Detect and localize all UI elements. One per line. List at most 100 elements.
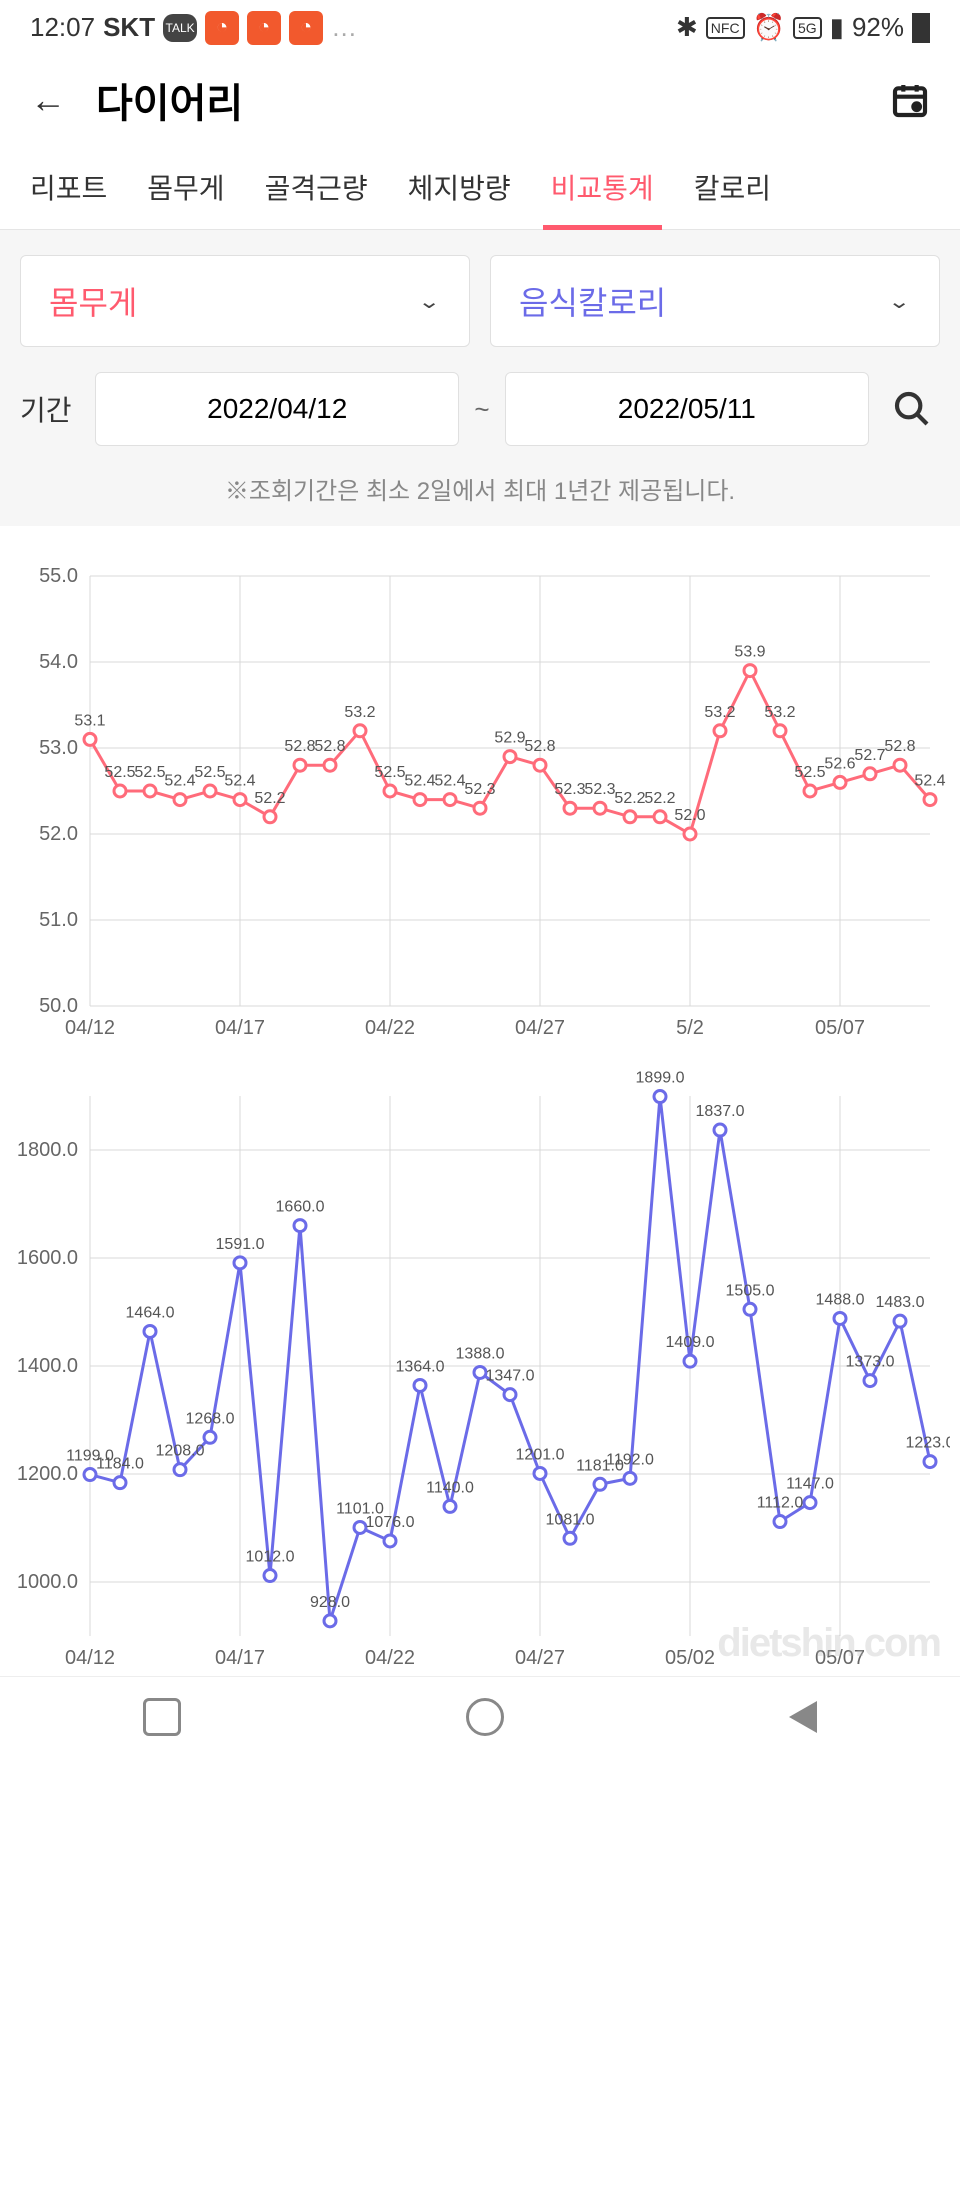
svg-text:04/12: 04/12 [65, 1647, 115, 1669]
talk-icon: TALK [163, 14, 197, 42]
svg-text:52.5: 52.5 [374, 764, 405, 781]
svg-text:52.3: 52.3 [584, 781, 615, 798]
svg-text:52.9: 52.9 [494, 730, 525, 747]
status-carrier: SKT [103, 12, 155, 43]
svg-text:1483.0: 1483.0 [876, 1294, 925, 1311]
svg-text:52.4: 52.4 [914, 773, 945, 790]
svg-text:1591.0: 1591.0 [216, 1236, 265, 1253]
svg-text:1112.0: 1112.0 [757, 1495, 804, 1512]
svg-text:1012.0: 1012.0 [246, 1549, 295, 1566]
period-label: 기간 [20, 389, 80, 429]
svg-text:04/27: 04/27 [515, 1647, 565, 1669]
metric-selector-right[interactable]: 음식칼로리 ⌄ [490, 255, 940, 347]
tab-3[interactable]: 체지방량 [388, 145, 531, 229]
nfc-icon: NFC [706, 17, 745, 39]
calendar-icon[interactable] [890, 80, 930, 120]
metric-selector-left[interactable]: 몸무게 ⌄ [20, 255, 470, 347]
tab-bar: 리포트몸무게골격근량체지방량비교통계칼로리 [0, 145, 960, 230]
svg-text:1200.0: 1200.0 [17, 1463, 78, 1485]
tab-2[interactable]: 골격근량 [245, 145, 388, 229]
svg-text:04/12: 04/12 [65, 1017, 115, 1039]
svg-text:52.2: 52.2 [644, 790, 675, 807]
tab-4[interactable]: 비교통계 [531, 145, 674, 229]
svg-text:05/07: 05/07 [815, 1017, 865, 1039]
svg-text:05/02: 05/02 [665, 1647, 715, 1669]
svg-text:53.2: 53.2 [764, 704, 795, 721]
signal-icon: ▮ [830, 12, 844, 43]
svg-text:1388.0: 1388.0 [456, 1345, 505, 1362]
svg-text:52.2: 52.2 [254, 790, 285, 807]
svg-text:1364.0: 1364.0 [396, 1358, 445, 1375]
svg-text:52.8: 52.8 [884, 738, 915, 755]
svg-text:53.2: 53.2 [704, 704, 735, 721]
weight-chart: 04/1204/1704/2204/275/205/0755.054.053.0… [0, 526, 960, 1046]
nav-back-button[interactable] [789, 1701, 817, 1733]
svg-text:52.7: 52.7 [854, 747, 885, 764]
svg-text:52.8: 52.8 [524, 738, 555, 755]
svg-text:52.5: 52.5 [194, 764, 225, 781]
svg-text:1223.0: 1223.0 [906, 1435, 955, 1452]
nav-home-button[interactable] [466, 1698, 504, 1736]
svg-text:53.2: 53.2 [344, 704, 375, 721]
svg-text:04/22: 04/22 [365, 1017, 415, 1039]
svg-text:1373.0: 1373.0 [846, 1354, 895, 1371]
svg-text:1600.0: 1600.0 [17, 1247, 78, 1269]
svg-text:1899.0: 1899.0 [636, 1070, 685, 1087]
svg-text:53.9: 53.9 [734, 644, 765, 661]
svg-text:04/27: 04/27 [515, 1017, 565, 1039]
svg-text:52.0: 52.0 [39, 823, 78, 845]
svg-text:04/17: 04/17 [215, 1017, 265, 1039]
back-button[interactable]: ← [30, 79, 66, 121]
nav-recent-button[interactable] [143, 1698, 181, 1736]
metric-right-label: 음식칼로리 [519, 278, 666, 324]
svg-text:53.0: 53.0 [39, 737, 78, 759]
date-from-input[interactable]: 2022/04/12 [95, 372, 459, 446]
metric-left-label: 몸무게 [49, 278, 137, 324]
date-to-input[interactable]: 2022/05/11 [505, 372, 869, 446]
svg-text:52.5: 52.5 [134, 764, 165, 781]
svg-text:52.3: 52.3 [464, 781, 495, 798]
alarm-icon: ⏰ [753, 12, 785, 43]
battery-text: 92% [852, 12, 904, 43]
svg-text:1488.0: 1488.0 [816, 1291, 865, 1308]
svg-text:1140.0: 1140.0 [426, 1479, 474, 1496]
period-hint: ※조회기간은 최소 2일에서 최대 1년간 제공됩니다. [0, 461, 960, 526]
svg-text:04/17: 04/17 [215, 1647, 265, 1669]
svg-text:1505.0: 1505.0 [726, 1282, 775, 1299]
battery-icon [912, 13, 930, 43]
svg-text:53.1: 53.1 [74, 712, 105, 729]
svg-text:52.8: 52.8 [314, 738, 345, 755]
svg-text:1347.0: 1347.0 [486, 1368, 535, 1385]
svg-text:1409.0: 1409.0 [666, 1334, 715, 1351]
svg-text:1837.0: 1837.0 [696, 1103, 745, 1120]
svg-text:52.4: 52.4 [164, 773, 195, 790]
status-bar: 12:07 SKT TALK ◔ ◔ ◔ … ✱ NFC ⏰ 5G ▮ 92% [0, 0, 960, 55]
watermark: dietshin.com [717, 1621, 940, 1666]
svg-text:1268.0: 1268.0 [186, 1410, 235, 1427]
status-time: 12:07 [30, 12, 95, 43]
svg-text:55.0: 55.0 [39, 565, 78, 587]
android-nav-bar [0, 1676, 960, 1756]
svg-text:1800.0: 1800.0 [17, 1139, 78, 1161]
svg-text:1076.0: 1076.0 [366, 1514, 415, 1531]
metric-selectors: 몸무게 ⌄ 음식칼로리 ⌄ [0, 230, 960, 362]
svg-text:52.2: 52.2 [614, 790, 645, 807]
chevron-down-icon: ⌄ [418, 289, 441, 312]
network-5g-icon: 5G [793, 17, 822, 39]
date-range-row: 기간 2022/04/12 ~ 2022/05/11 [0, 362, 960, 461]
svg-text:52.8: 52.8 [284, 738, 315, 755]
svg-text:50.0: 50.0 [39, 995, 78, 1017]
tab-0[interactable]: 리포트 [10, 145, 127, 229]
range-separator: ~ [474, 394, 489, 425]
search-icon[interactable] [892, 389, 932, 429]
svg-text:1660.0: 1660.0 [276, 1199, 325, 1216]
svg-text:5/2: 5/2 [676, 1017, 704, 1039]
tab-5[interactable]: 칼로리 [674, 145, 791, 229]
svg-text:52.6: 52.6 [824, 755, 855, 772]
more-icon: … [331, 12, 357, 43]
tab-1[interactable]: 몸무게 [127, 145, 244, 229]
svg-text:1192.0: 1192.0 [606, 1451, 654, 1468]
svg-text:52.3: 52.3 [554, 781, 585, 798]
svg-text:52.4: 52.4 [404, 773, 435, 790]
calorie-chart: 04/1204/1704/2204/2705/0205/071800.01600… [0, 1046, 960, 1676]
